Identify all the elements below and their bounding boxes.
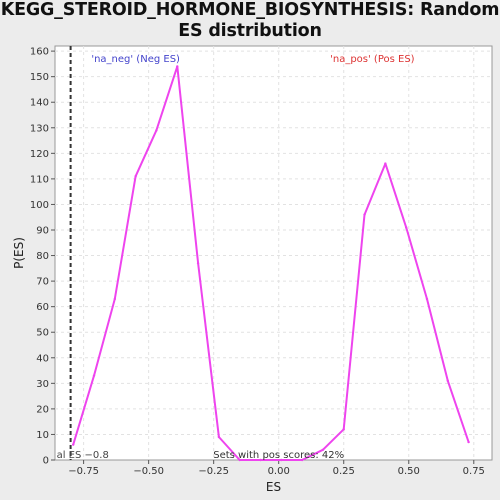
series-line <box>72 65 470 461</box>
y-tick-label: 130 <box>30 123 49 134</box>
data-point <box>384 162 387 165</box>
data-point <box>238 458 241 462</box>
data-point <box>425 297 429 301</box>
x-tick-label: 0.00 <box>268 466 290 477</box>
data-point <box>259 458 262 462</box>
neg-es-label: 'na_neg' (Neg ES) <box>91 54 180 65</box>
y-tick-label: 0 <box>43 456 49 467</box>
y-tick-label: 50 <box>36 328 49 339</box>
data-point <box>92 374 96 377</box>
series-points <box>72 65 470 462</box>
data-point <box>155 129 158 132</box>
x-tick-label: −0.50 <box>133 466 164 477</box>
data-point <box>300 458 304 462</box>
y-tick-label: 10 <box>36 430 49 441</box>
data-point <box>363 213 366 216</box>
data-point <box>321 448 325 451</box>
x-axis-label: ES <box>266 480 281 494</box>
y-axis-label: P(ES) <box>12 237 26 269</box>
data-point <box>217 435 221 439</box>
y-tick-label: 30 <box>36 379 49 390</box>
data-point <box>446 379 449 382</box>
pos-es-label: 'na_pos' (Pos ES) <box>330 54 415 65</box>
y-tick-label: 140 <box>30 98 49 109</box>
y-tick-label: 70 <box>36 277 49 288</box>
y-tick-label: 160 <box>30 47 49 58</box>
x-tick-label: −0.25 <box>198 466 229 477</box>
grid-lines <box>55 46 492 460</box>
y-tick-label: 80 <box>36 251 49 262</box>
data-point <box>72 443 75 446</box>
y-tick-label: 100 <box>30 200 49 211</box>
x-tick-label: −0.75 <box>68 466 99 477</box>
reference-line-label: al ES −0.8 <box>57 450 109 461</box>
data-point <box>342 428 345 431</box>
x-tick-label: 0.75 <box>463 466 485 477</box>
data-point <box>280 458 283 462</box>
data-point <box>467 440 470 444</box>
y-tick-label: 20 <box>36 404 49 415</box>
x-axis: −0.75 −0.50 −0.25 0.00 0.25 0.50 0.75 <box>68 460 485 477</box>
y-tick-label: 90 <box>36 226 49 237</box>
y-tick-label: 110 <box>30 174 49 185</box>
y-tick-label: 60 <box>36 302 49 313</box>
data-point <box>404 226 408 229</box>
data-point <box>196 262 200 265</box>
chart-title: KEGG_STEROID_HORMONE_BIOSYNTHESIS: Rando… <box>0 0 500 41</box>
x-tick-label: 0.25 <box>333 466 355 477</box>
plot-area <box>54 45 493 461</box>
x-tick-label: 0.50 <box>398 466 420 477</box>
y-axis: 0 10 20 30 40 50 60 70 80 90 100 110 120 130 140 150 160 <box>30 47 55 467</box>
data-point <box>134 175 137 178</box>
y-tick-label: 120 <box>30 149 49 160</box>
y-tick-label: 40 <box>36 353 49 364</box>
data-point <box>113 297 117 301</box>
pos-scores-label: Sets with pos scores: 42% <box>213 450 344 461</box>
data-point <box>176 65 179 68</box>
y-tick-label: 150 <box>30 72 49 83</box>
